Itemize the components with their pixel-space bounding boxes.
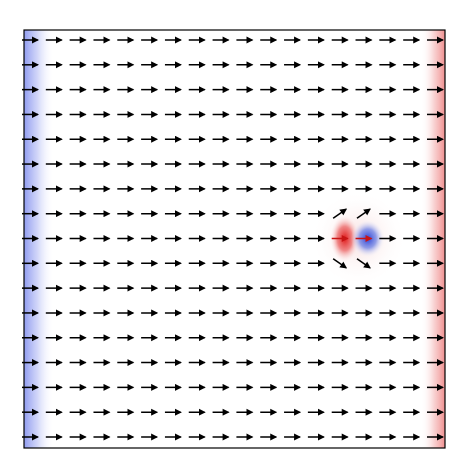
vector-arrows <box>22 36 444 441</box>
field-arrow <box>356 208 371 219</box>
plot-frame <box>23 29 446 449</box>
field-arrow <box>356 258 371 269</box>
field-arrow <box>332 258 348 269</box>
field-arrow <box>332 208 348 219</box>
